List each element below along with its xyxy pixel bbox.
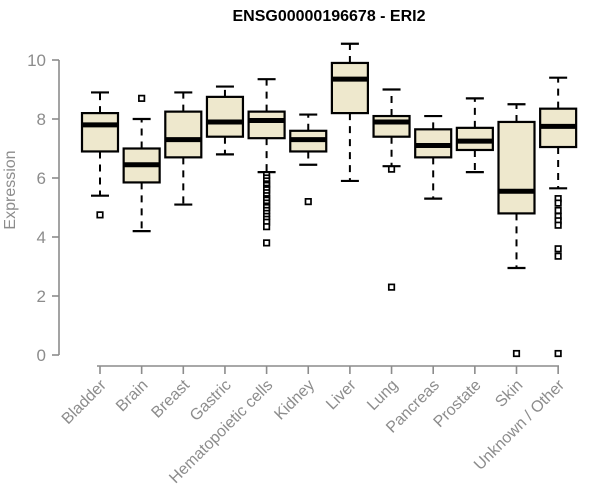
iqr-box (497, 120, 536, 215)
y-axis: 0 2 4 6 8 10 (27, 51, 60, 365)
outlier-point (263, 239, 271, 247)
outlier-point (387, 283, 396, 291)
box-liver (330, 42, 369, 183)
box-gastric (205, 85, 245, 156)
x-category-label: Lung (364, 377, 401, 414)
outlier-point (304, 198, 312, 206)
iqr-box (80, 111, 120, 153)
outlier-point (96, 211, 104, 219)
iqr-box (372, 114, 411, 138)
y-tick-label: 10 (27, 51, 46, 70)
box-bladder (80, 91, 120, 219)
outlier-point (554, 206, 562, 215)
outlier-point (387, 165, 396, 173)
iqr-box (330, 61, 369, 115)
iqr-box (205, 95, 245, 138)
box-breast (164, 91, 203, 206)
x-category-label: Brain (113, 377, 151, 415)
iqr-box (164, 110, 203, 159)
x-category-label: Skin (492, 377, 526, 411)
outlier-point (554, 245, 562, 253)
x-category-label: Breast (148, 376, 193, 421)
box-brain (122, 94, 161, 233)
chart-title: ENSG00000196678 - ERI2 (232, 8, 425, 25)
box-skin (497, 103, 536, 358)
outlier-point (138, 94, 146, 102)
outlier-point (263, 223, 271, 231)
x-category-label: Liver (323, 376, 360, 413)
outlier-point (554, 349, 562, 358)
box-kidney (289, 113, 328, 206)
outlier-point (554, 252, 562, 260)
x-category-label: Kidney (271, 377, 318, 424)
y-tick-label: 2 (37, 287, 46, 306)
outlier-point (554, 221, 562, 229)
x-category-label: Bladder (59, 376, 110, 427)
box-pancreas (414, 114, 453, 200)
box-hematopoietic-cells (247, 78, 286, 247)
box-lung (372, 88, 411, 291)
iqr-box (247, 110, 286, 140)
y-axis-label: Expression (2, 150, 19, 229)
outlier-point (512, 349, 521, 358)
outlier-point (554, 199, 562, 207)
box-prostate (455, 97, 494, 174)
plot-area: 0 2 4 6 8 10 Bladder BrainBreastGastricHematopo… (27, 42, 578, 487)
y-tick-label: 8 (37, 110, 46, 129)
y-tick-label: 4 (37, 228, 46, 247)
y-tick-label: 6 (37, 169, 46, 188)
box-unknown-other (539, 76, 578, 358)
y-tick-label: 0 (37, 346, 46, 365)
